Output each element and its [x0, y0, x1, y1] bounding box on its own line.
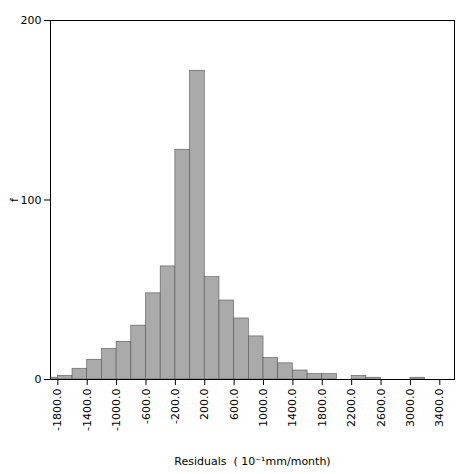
svg-text:Residuals ( 10⁻¹mm/month): Residuals ( 10⁻¹mm/month): [174, 455, 330, 468]
svg-text:200: 200: [21, 14, 42, 27]
svg-text:-600.0: -600.0: [140, 389, 153, 424]
svg-text:-1400.0: -1400.0: [81, 389, 94, 431]
svg-text:600.0: 600.0: [228, 389, 241, 421]
svg-text:-1000.0: -1000.0: [110, 389, 123, 431]
svg-text:f: f: [8, 197, 21, 202]
svg-text:1400.0: 1400.0: [286, 389, 299, 428]
svg-text:0: 0: [35, 373, 42, 386]
svg-text:200.0: 200.0: [198, 389, 211, 421]
svg-text:3000.0: 3000.0: [404, 389, 417, 428]
svg-text:100: 100: [21, 194, 42, 207]
svg-text:-200.0: -200.0: [169, 389, 182, 424]
svg-text:2600.0: 2600.0: [375, 389, 388, 428]
svg-text:2200.0: 2200.0: [345, 389, 358, 428]
svg-text:3400.0: 3400.0: [433, 389, 446, 428]
svg-text:1000.0: 1000.0: [257, 389, 270, 428]
svg-text:-1800.0: -1800.0: [51, 389, 64, 431]
svg-text:1800.0: 1800.0: [316, 389, 329, 428]
